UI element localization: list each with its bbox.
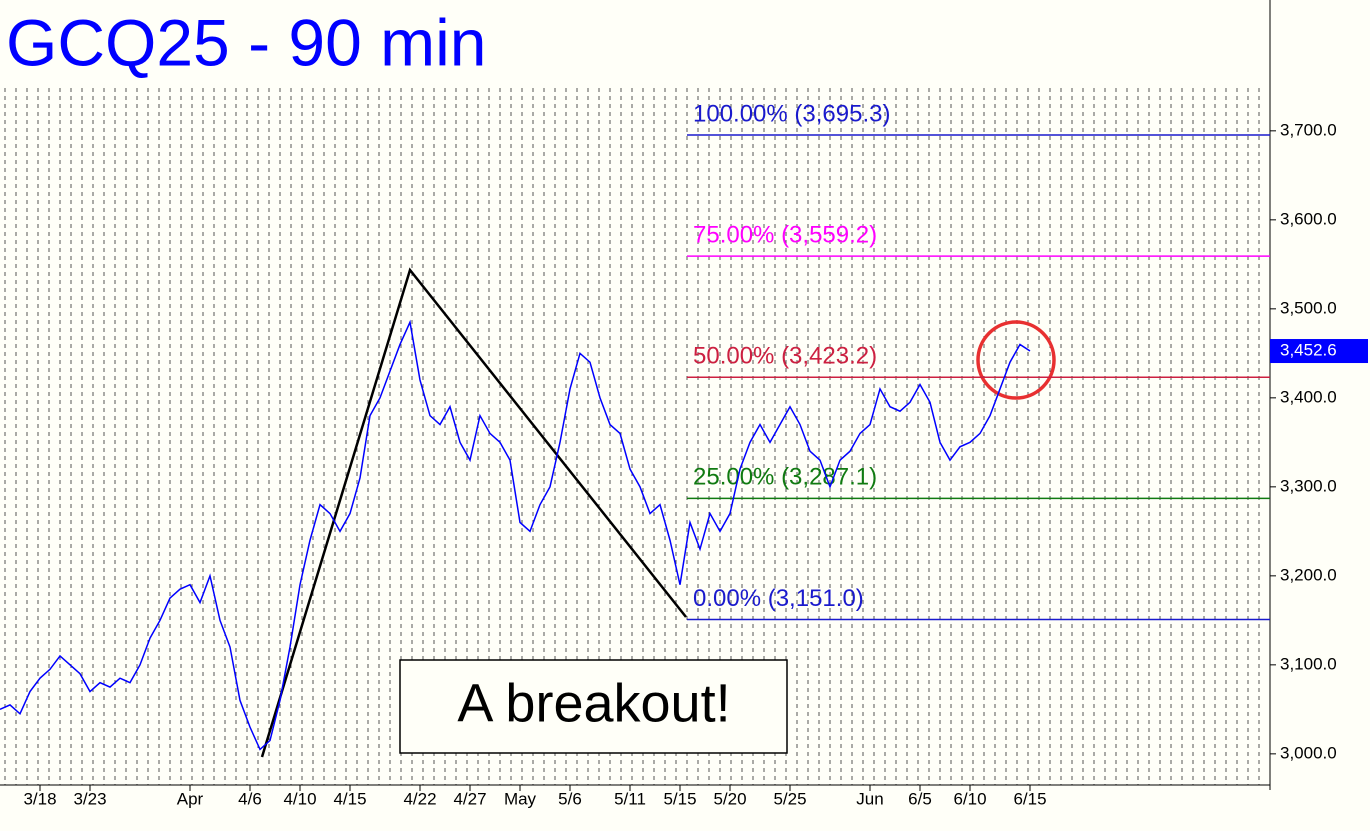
highlight-circle [976, 320, 1056, 400]
last-price-label: 3,452.6 [1280, 341, 1337, 360]
fib-label: 50.00% (3,423.2) [693, 343, 877, 370]
x-tick-label: 3/18 [23, 789, 56, 808]
y-tick-label: 3,300.0 [1280, 476, 1337, 495]
y-tick-label: 3,700.0 [1280, 120, 1337, 139]
y-tick-label: 3,400.0 [1280, 387, 1337, 406]
fib-label: 0.00% (3,151.0) [693, 585, 864, 612]
price-line [0, 319, 1031, 751]
x-tick-label: 3/23 [73, 789, 106, 808]
x-tick-label: 5/25 [773, 789, 806, 808]
y-tick-label: 3,600.0 [1280, 209, 1337, 228]
x-tick-label: 4/10 [283, 789, 316, 808]
x-tick-label: 6/15 [1013, 789, 1046, 808]
fib-label: 75.00% (3,559.2) [693, 221, 877, 248]
x-tick-label: 4/27 [453, 789, 486, 808]
x-tick-label: 5/6 [558, 789, 582, 808]
x-tick-label: 6/5 [908, 789, 932, 808]
chart-title: GCQ25 - 90 min [6, 5, 487, 79]
x-tick-label: May [504, 789, 537, 808]
annotation: A breakout! [457, 673, 730, 733]
x-tick-label: 4/6 [238, 789, 262, 808]
y-tick-label: 3,500.0 [1280, 298, 1337, 317]
x-tick-label: 6/10 [953, 789, 986, 808]
x-tick-label: 5/11 [614, 789, 646, 808]
last-price-box [1270, 339, 1368, 364]
y-tick-label: 3,100.0 [1280, 654, 1337, 673]
x-tick-label: 4/15 [333, 789, 366, 808]
fib-label: 100.00% (3,695.3) [693, 100, 890, 127]
fib-label: 25.00% (3,287.1) [693, 464, 877, 491]
x-tick-label: 5/20 [713, 789, 746, 808]
x-tick-label: Jun [856, 789, 883, 808]
x-tick-label: 4/22 [403, 789, 436, 808]
x-tick-label: Apr [177, 789, 204, 808]
y-tick-label: 3,200.0 [1280, 565, 1337, 584]
x-tick-label: 5/15 [663, 789, 696, 808]
y-tick-label: 3,000.0 [1280, 743, 1337, 762]
trend-line [260, 267, 687, 758]
annotation-box [399, 659, 788, 754]
